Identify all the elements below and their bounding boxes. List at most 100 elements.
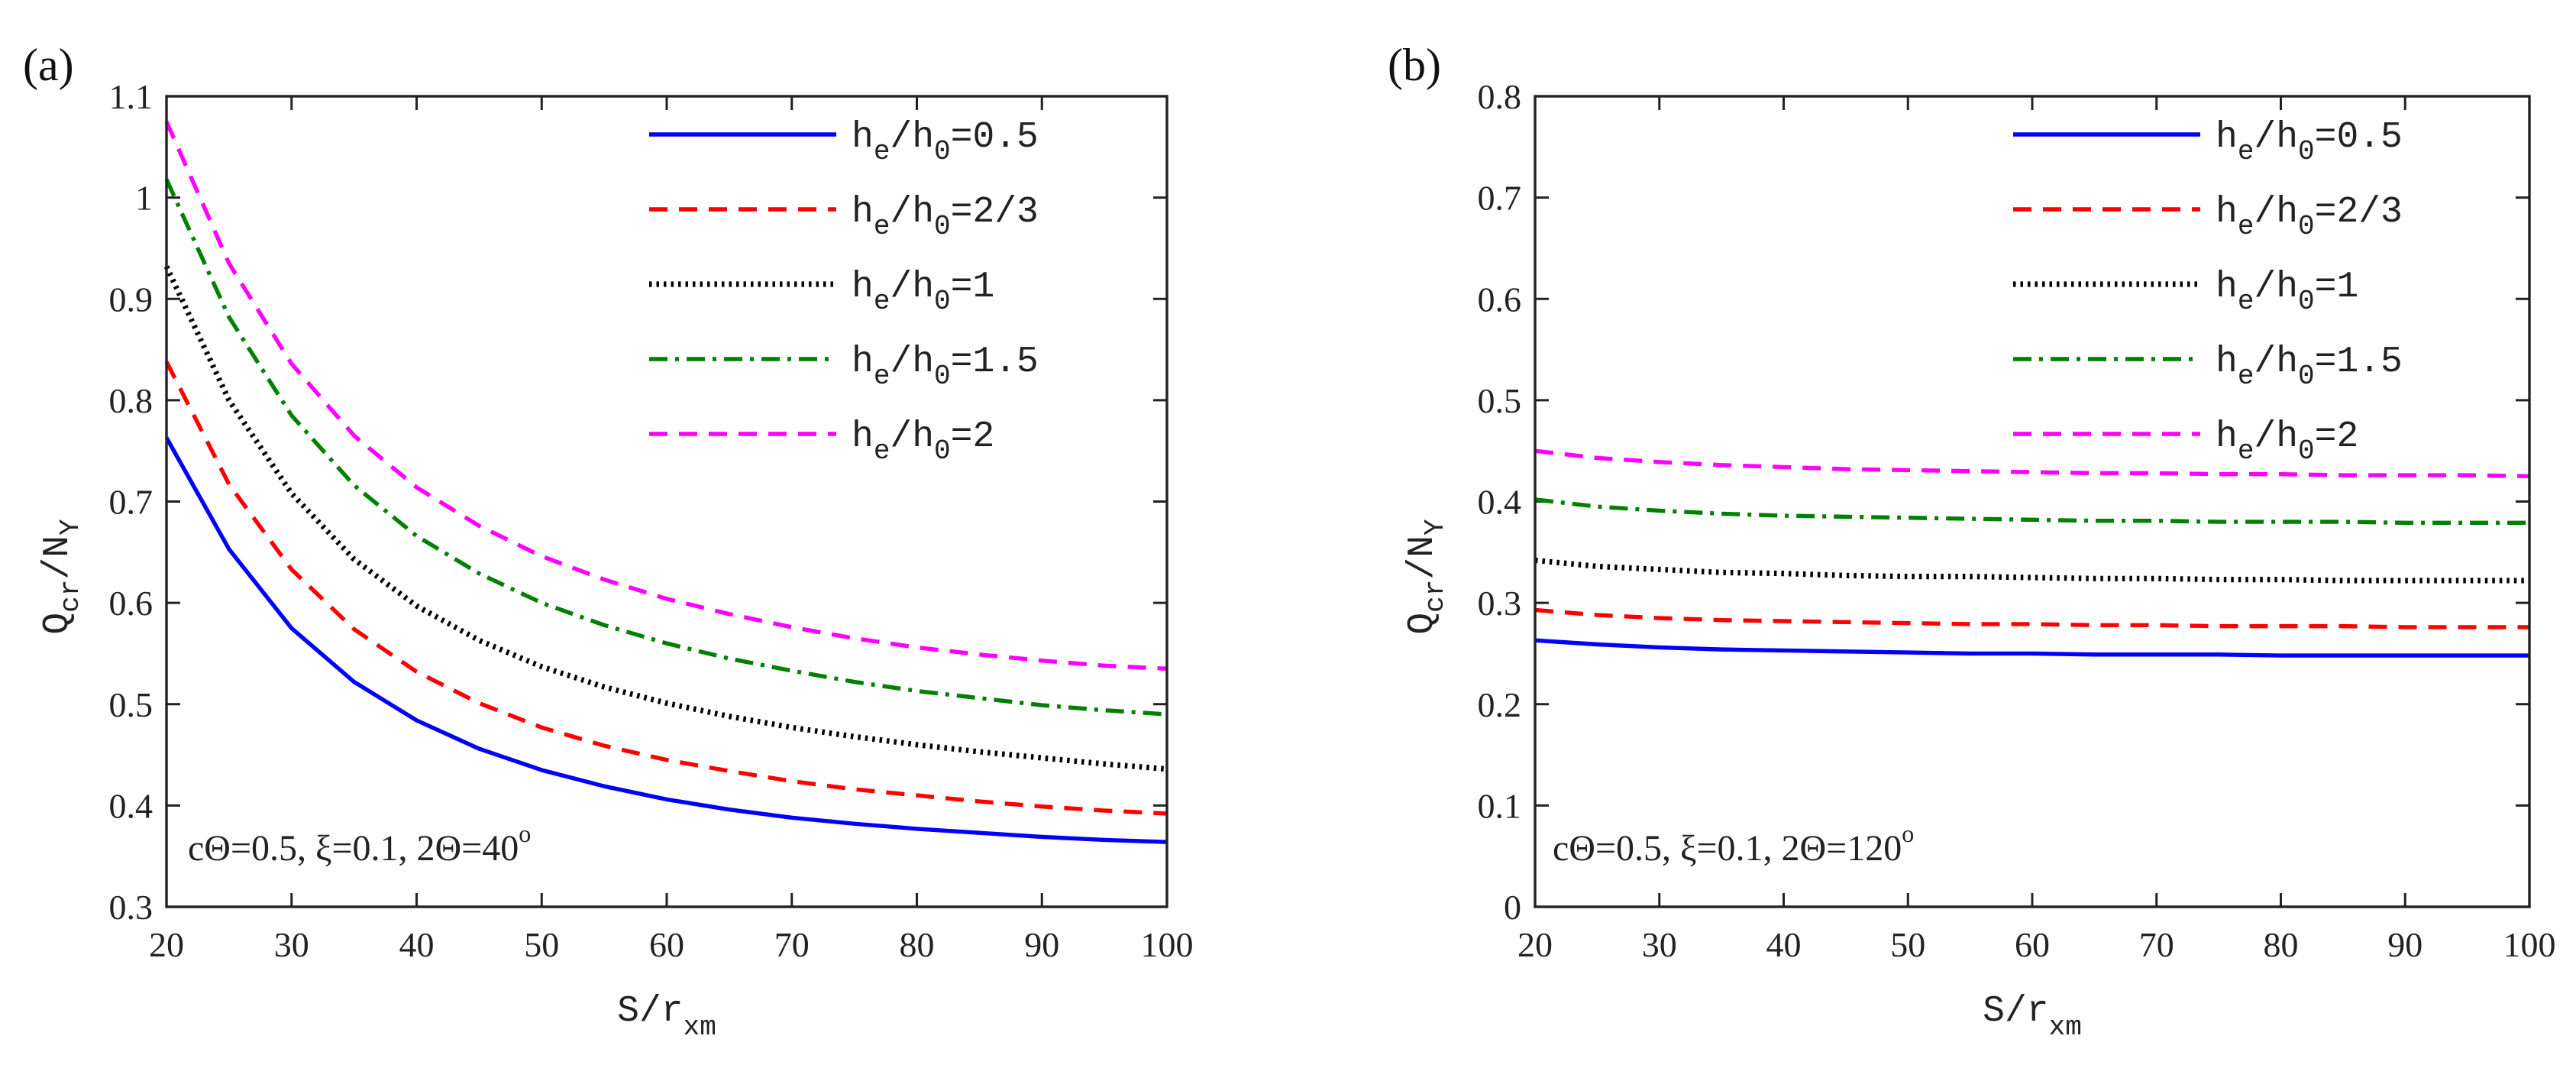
panel-a-y-axis-label-sub1: cr <box>55 580 86 613</box>
panel-a-legend-item-4: he/h0=2 <box>649 416 994 467</box>
panel-a: (a) Qcr/NY 0.3 0.4 0.5 0.6 0.7 0.8 0.9 1 1.1 20 3… <box>23 40 1194 1043</box>
panel-a-y-tick-label-3: 0.6 <box>109 584 154 623</box>
panel-b-legend-item-3: he/h0=1.5 <box>2013 341 2403 392</box>
panel-a-annotation: cΘ=0.5, ξ=0.1, 2Θ=40o <box>188 820 531 869</box>
panel-b-plot-area <box>1534 95 2531 908</box>
panel-a-x-tick-label-3: 50 <box>524 925 559 964</box>
panel-a-x-tick-label-7: 90 <box>1024 925 1059 964</box>
panel-a-x-ticks: 20 30 40 50 60 70 80 90 100 <box>149 96 1194 964</box>
panel-b-legend-label-1: he/h0=2/3 <box>2216 192 2403 242</box>
panel-b-y-tick-label-8: 0.8 <box>1478 77 1522 116</box>
panel-a-y-tick-label-0: 0.3 <box>109 888 154 927</box>
panel-b-legend-item-2: he/h0=1 <box>2013 267 2358 317</box>
panel-b-legend: he/h0=0.5 he/h0=2/3 he/h0=1 he/h0=1.5 he… <box>2013 117 2403 467</box>
panel-a-y-axis-label-mid: /N <box>37 536 79 580</box>
panel-b-series-line-0 <box>1534 638 2529 658</box>
panel-b-series-line-4 <box>1534 448 2530 479</box>
panel-a-legend-label-3: he/h0=1.5 <box>852 341 1039 392</box>
panel-a-y-ticks: 0.3 0.4 0.5 0.6 0.7 0.8 0.9 1 1.1 <box>109 77 1167 927</box>
panel-b-x-tick-label-7: 90 <box>2387 925 2422 964</box>
panel-b-legend-label-2: he/h0=1 <box>2216 267 2358 317</box>
panel-a-legend-item-3: he/h0=1.5 <box>649 341 1039 392</box>
panel-a-legend: he/h0=0.5 he/h0=2/3 he/h0=1 he/h0=1.5 he… <box>649 117 1039 467</box>
panel-b-x-tick-label-4: 60 <box>2015 925 2050 964</box>
panel-b-legend-item-1: he/h0=2/3 <box>2013 192 2403 242</box>
panel-b-y-tick-label-2: 0.2 <box>1478 685 1522 724</box>
panel-a-y-tick-label-4: 0.7 <box>109 483 154 522</box>
panel-b-legend-label-0: he/h0=0.5 <box>2216 117 2403 167</box>
panel-b-series-line-1 <box>1534 607 2529 630</box>
panel-b-y-axis-label: Qcr/NY <box>1402 519 1451 634</box>
panel-a-legend-label-4: he/h0=2 <box>852 416 994 467</box>
panel-a-x-axis-label-main: S/r <box>617 991 683 1032</box>
panel-b-annotation: cΘ=0.5, ξ=0.1, 2Θ=120o <box>1553 820 1914 869</box>
panel-a-x-axis-label: S/rxm <box>617 991 716 1043</box>
panel-b-y-axis-label-sub2: Y <box>1420 519 1451 536</box>
panel-a-x-tick-label-4: 60 <box>649 925 684 964</box>
panel-b-x-tick-label-5: 70 <box>2139 925 2174 964</box>
svg-text:Qcr/NY: Qcr/NY <box>37 519 86 634</box>
panel-a-legend-item-1: he/h0=2/3 <box>649 192 1039 242</box>
panel-b-x-axis-label-sub: xm <box>2049 1011 2082 1043</box>
panel-b-series-line-2 <box>1534 557 2529 584</box>
panel-b-x-axis-label-main: S/r <box>1983 991 2048 1032</box>
panel-b-x-tick-label-8: 100 <box>2503 925 2556 964</box>
panel-b-y-axis-label-mid: /N <box>1402 536 1443 580</box>
panel-b-x-axis-label: S/rxm <box>1983 991 2082 1043</box>
panel-a-plot-area <box>165 95 1168 908</box>
panel-a-y-axis-label-main: Q <box>37 613 79 635</box>
panel-b-legend-label-4: he/h0=2 <box>2216 416 2358 467</box>
panel-b-legend-item-4: he/h0=2 <box>2013 416 2358 467</box>
panel-a-y-tick-label-7: 1 <box>135 179 153 218</box>
panel-b-x-tick-label-6: 80 <box>2264 925 2299 964</box>
panel-b-series-line-3 <box>1534 497 2529 526</box>
panel-a-y-tick-label-8: 1.1 <box>109 77 154 116</box>
panel-a-y-axis-label: Qcr/NY <box>37 519 86 634</box>
panel-a-series-line-0 <box>164 436 1168 844</box>
panel-a-x-tick-label-2: 40 <box>399 925 435 964</box>
panel-a-y-tick-label-5: 0.8 <box>109 381 154 420</box>
panel-a-legend-label-0: he/h0=0.5 <box>852 117 1039 167</box>
panel-a-y-axis-label-sub2: Y <box>55 519 86 536</box>
panel-b-y-axis-label-main: Q <box>1402 613 1443 635</box>
panel-b-x-tick-label-1: 30 <box>1642 925 1677 964</box>
panel-b-legend-label-3: he/h0=1.5 <box>2216 341 2403 392</box>
panel-a-legend-label-2: he/h0=1 <box>852 267 994 317</box>
panel-a-y-tick-label-1: 0.4 <box>109 786 154 825</box>
panel-a-x-tick-label-5: 70 <box>774 925 810 964</box>
panel-b-x-ticks: 20 30 40 50 60 70 80 90 100 <box>1517 96 2556 964</box>
panel-b-x-tick-label-2: 40 <box>1766 925 1802 964</box>
panel-b-y-tick-label-1: 0.1 <box>1478 786 1522 825</box>
panel-b-y-axis-label-sub1: cr <box>1420 580 1451 613</box>
panel-b-y-tick-label-3: 0.3 <box>1478 584 1522 623</box>
panel-b-y-tick-label-0: 0 <box>1504 888 1521 927</box>
panel-a-legend-label-1: he/h0=2/3 <box>852 192 1039 242</box>
panel-b-x-tick-label-3: 50 <box>1890 925 1925 964</box>
panel-a-y-tick-label-6: 0.9 <box>109 280 154 319</box>
panel-a-y-tick-label-2: 0.5 <box>109 685 154 724</box>
panel-a-series-line-2 <box>163 265 1168 772</box>
panel-a-x-tick-label-8: 100 <box>1141 925 1194 964</box>
svg-text:Qcr/NY: Qcr/NY <box>1402 519 1451 634</box>
panel-a-series-line-3 <box>164 178 1168 717</box>
panel-b-y-tick-label-7: 0.7 <box>1478 179 1522 218</box>
panel-a-x-tick-label-0: 20 <box>149 925 184 964</box>
panel-a-x-tick-label-1: 30 <box>274 925 309 964</box>
panel-b-y-tick-label-5: 0.5 <box>1478 381 1522 420</box>
panel-b-y-tick-label-6: 0.6 <box>1478 280 1522 319</box>
panel-b-y-tick-label-4: 0.4 <box>1478 483 1522 522</box>
panel-b-x-tick-label-0: 20 <box>1517 925 1553 964</box>
panel-a-legend-item-2: he/h0=1 <box>649 267 994 317</box>
panel-a-series-line-4 <box>164 121 1168 672</box>
panel-b: (b) Qcr/NY 0 0.1 0.2 0.3 0.4 0.5 0.6 0.7 0.8 20 3… <box>1388 40 2556 1043</box>
panel-b-legend-item-0: he/h0=0.5 <box>2013 117 2403 167</box>
panel-a-label: (a) <box>23 40 74 90</box>
panel-b-label: (b) <box>1388 40 1441 90</box>
panel-a-series-line-1 <box>164 361 1168 816</box>
panel-a-x-axis-label-sub: xm <box>684 1011 716 1043</box>
panel-a-series <box>163 121 1168 844</box>
panel-a-legend-item-0: he/h0=0.5 <box>649 117 1039 167</box>
panel-b-series <box>1534 448 2530 658</box>
